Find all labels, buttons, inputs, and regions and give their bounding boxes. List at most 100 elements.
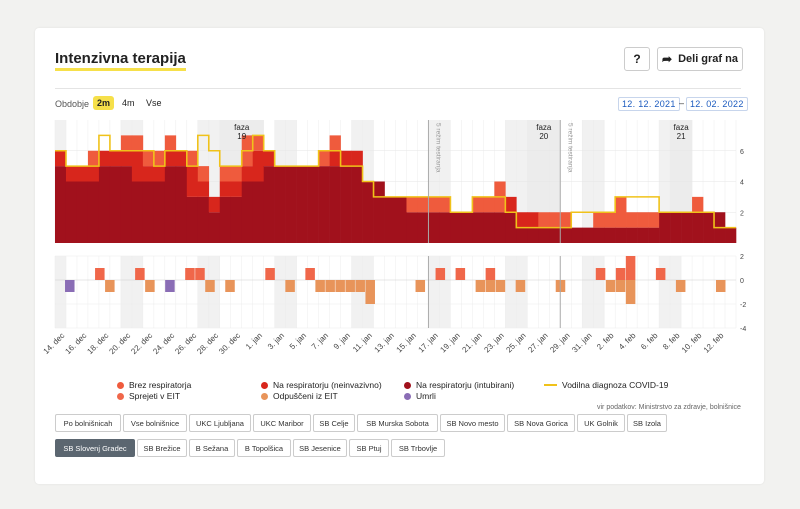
event-bar [65, 280, 75, 292]
legend-dot [117, 392, 124, 400]
help-button[interactable]: ? [624, 47, 650, 71]
bar-segment [186, 150, 199, 167]
x-tick-label: 5. jan [288, 331, 308, 351]
period-4m-button[interactable]: 4m [122, 98, 135, 108]
period-2m-button[interactable]: 2m [93, 96, 115, 110]
hospital-button[interactable]: UKC Maribor [253, 414, 311, 432]
hospital-button[interactable]: SB Nova Gorica [507, 414, 575, 432]
bar-segment [670, 212, 682, 243]
hospital-button[interactable]: Po bolnišnicah [55, 414, 121, 432]
weekend-band [131, 256, 143, 328]
event-bar [485, 280, 496, 292]
event-bar [305, 268, 315, 280]
event-bar [615, 280, 626, 292]
bar-segment [318, 150, 330, 167]
bar-segment [219, 196, 232, 243]
event-bar [595, 268, 606, 280]
phase-label: faza [674, 123, 690, 132]
event-bar [605, 280, 616, 292]
bar-segment [406, 212, 418, 243]
share-button[interactable]: ➦ Deli graf na [657, 47, 743, 71]
hospital-button[interactable]: SB Novo mesto [440, 414, 505, 432]
bar-segment [153, 166, 166, 182]
event-bar [105, 280, 115, 292]
x-tick-label: 20. dec [107, 331, 132, 356]
legend-label: Sprejeti v EIT [129, 391, 181, 401]
phase-number: 19 [237, 132, 246, 141]
bar-segment [648, 212, 660, 228]
legend-item-noninvasive[interactable]: Na respiratorju (neinvazivno) [261, 380, 382, 390]
bar-segment [219, 166, 232, 182]
weekend-band [428, 256, 440, 328]
bar-segment [417, 212, 429, 243]
hospital-button[interactable]: Vse bolnišnice [123, 414, 187, 432]
bar-segment [692, 212, 704, 243]
bar-segment [175, 166, 188, 243]
event-bar [135, 268, 145, 280]
hospital-button[interactable]: B Topolšica [237, 439, 291, 457]
bar-segment [208, 196, 221, 213]
bar-segment [725, 227, 737, 243]
legend-item-no-respirator[interactable]: Brez respiratorja [117, 380, 191, 390]
x-tick-label: 15. jan [395, 331, 418, 354]
bar-segment [538, 227, 550, 243]
x-tick-label: 27. jan [526, 331, 549, 354]
bar-segment [120, 150, 133, 167]
bar-segment [197, 166, 210, 182]
hospital-button[interactable]: SB Celje [313, 414, 355, 432]
hospital-button[interactable]: SB Izola [627, 414, 667, 432]
event-bar [655, 268, 666, 280]
hospital-button[interactable]: SB Brežice [137, 439, 187, 457]
phase-label: faza [234, 123, 250, 132]
legend-item-deceased[interactable]: Umrli [404, 391, 436, 401]
x-tick-label: 18. dec [85, 331, 110, 356]
event-bar [225, 280, 235, 292]
bar-segment [351, 166, 363, 243]
x-tick-label: 2. feb [595, 331, 616, 352]
legend-dot [261, 381, 268, 389]
y-tick-label: -2 [740, 302, 746, 309]
date-from-input[interactable]: 12. 12. 2021 [618, 97, 680, 111]
hospital-button[interactable]: SB Jesenice [293, 439, 347, 457]
bar-segment [329, 150, 341, 167]
x-tick-label: 13. jan [373, 331, 396, 354]
bar-segment [307, 166, 319, 243]
hospital-button[interactable]: SB Trbovlje [391, 439, 445, 457]
bar-segment [131, 135, 144, 151]
legend-item-admitted[interactable]: Sprejeti v EIT [117, 391, 180, 401]
bar-segment [175, 150, 188, 167]
event-bar [475, 280, 486, 292]
y-tick-label: -4 [740, 326, 746, 333]
bar-segment [472, 212, 484, 243]
hospital-button[interactable]: B Sežana [189, 439, 235, 457]
event-bar [355, 280, 365, 292]
x-tick-label: 1. jan [244, 331, 264, 351]
x-tick-label: 24. dec [151, 331, 176, 356]
hospital-button[interactable]: SB Murska Sobota [357, 414, 438, 432]
bar-segment [241, 166, 254, 182]
date-to-input[interactable]: 12. 02. 2022 [686, 97, 748, 111]
hospital-button[interactable]: UK Golnik [577, 414, 625, 432]
legend-label: Na respiratorju (intubirani) [416, 380, 515, 390]
weekend-band [670, 256, 682, 328]
x-tick-label: 19. jan [438, 331, 461, 354]
bar-segment [109, 150, 122, 167]
bar-segment [142, 166, 155, 182]
x-tick-label: 21. jan [460, 331, 483, 354]
hospital-button[interactable]: UKC Ljubljana [189, 414, 251, 432]
bar-segment [659, 212, 671, 243]
legend-line [544, 384, 557, 386]
hospital-button[interactable]: SB Ptuj [349, 439, 389, 457]
event-bar [495, 280, 506, 292]
x-tick-label: 31. jan [570, 331, 593, 354]
legend-item-discharged[interactable]: Odpuščeni iz EIT [261, 391, 338, 401]
legend-item-intubated[interactable]: Na respiratorju (intubirani) [404, 380, 514, 390]
period-all-button[interactable]: Vse [146, 98, 162, 108]
bar-segment [428, 212, 440, 243]
bar-segment [55, 166, 67, 243]
marker-label: 5 režim testiranja [566, 123, 573, 173]
bar-segment [153, 150, 166, 167]
hospital-button-selected[interactable]: SB Slovenj Gradec [55, 439, 135, 457]
bar-segment [439, 212, 451, 243]
legend-item-covid-diagnosis[interactable]: Vodilna diagnoza COVID-19 [544, 380, 668, 390]
